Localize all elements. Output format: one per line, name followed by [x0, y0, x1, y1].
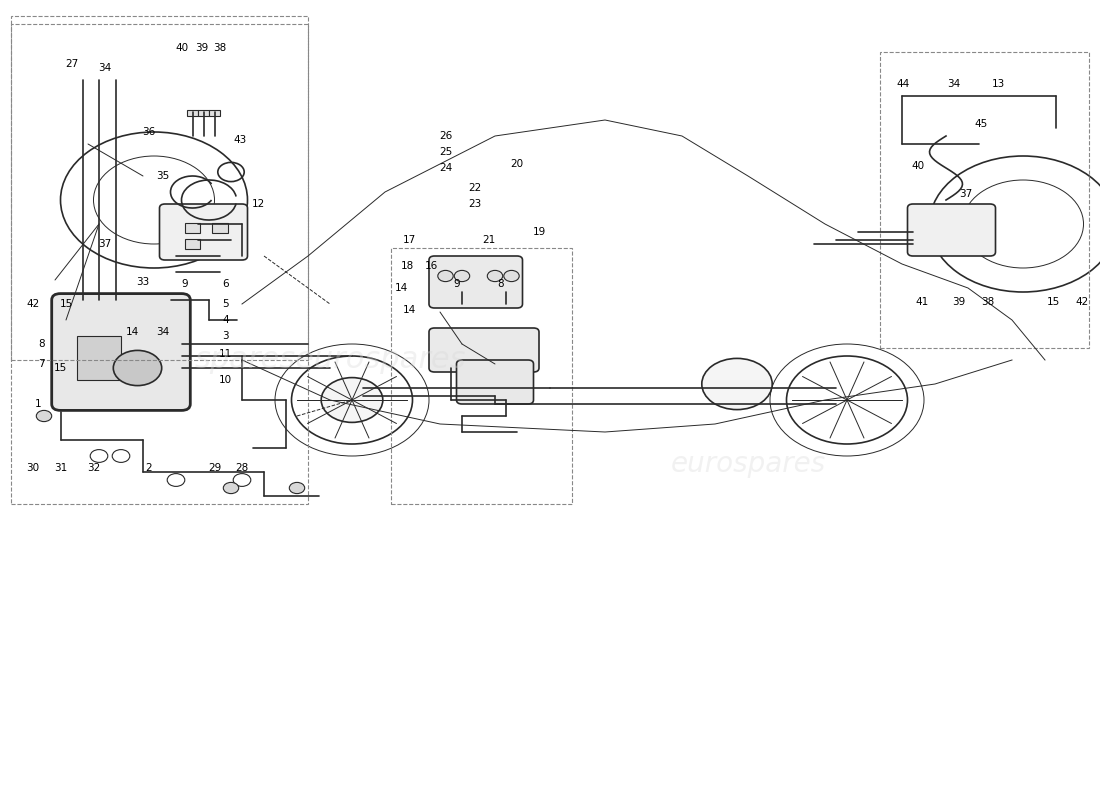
- Text: 35: 35: [156, 171, 169, 181]
- Text: 40: 40: [175, 43, 188, 53]
- Text: 12: 12: [252, 199, 265, 209]
- Text: 19: 19: [532, 227, 546, 237]
- Bar: [11, 16, 308, 360]
- Text: 14: 14: [125, 327, 139, 337]
- Text: 17: 17: [403, 235, 416, 245]
- Text: 45: 45: [975, 119, 988, 129]
- Text: 21: 21: [482, 235, 495, 245]
- Text: 23: 23: [469, 199, 482, 209]
- Circle shape: [454, 270, 470, 282]
- Text: 13: 13: [992, 79, 1005, 89]
- FancyBboxPatch shape: [52, 294, 190, 410]
- Bar: [880, 52, 1089, 348]
- Bar: [77, 336, 121, 380]
- Circle shape: [90, 450, 108, 462]
- Circle shape: [36, 410, 52, 422]
- Text: 18: 18: [400, 262, 414, 271]
- Text: 36: 36: [142, 127, 155, 137]
- Text: 15: 15: [1047, 297, 1060, 306]
- Circle shape: [233, 474, 251, 486]
- Bar: [187, 110, 198, 116]
- Text: 4: 4: [222, 315, 229, 325]
- Circle shape: [289, 482, 305, 494]
- Text: 9: 9: [182, 279, 188, 289]
- Text: 42: 42: [1076, 297, 1089, 306]
- Text: 42: 42: [26, 299, 40, 309]
- Text: 34: 34: [947, 79, 960, 89]
- Bar: [198, 110, 209, 116]
- Text: 16: 16: [425, 262, 438, 271]
- FancyBboxPatch shape: [160, 204, 248, 260]
- Text: 14: 14: [395, 283, 408, 293]
- Text: 8: 8: [497, 279, 504, 289]
- Text: 33: 33: [136, 277, 150, 286]
- Text: 15: 15: [54, 363, 67, 373]
- Text: 32: 32: [87, 463, 100, 473]
- Bar: [390, 248, 572, 504]
- Circle shape: [167, 474, 185, 486]
- Text: 15: 15: [59, 299, 73, 309]
- Bar: [11, 24, 308, 504]
- Text: 8: 8: [39, 339, 45, 349]
- Bar: [212, 223, 228, 233]
- Text: eurospares: eurospares: [670, 450, 826, 478]
- FancyBboxPatch shape: [456, 360, 534, 404]
- Text: 14: 14: [403, 305, 416, 314]
- Circle shape: [438, 270, 453, 282]
- Text: 1: 1: [35, 399, 42, 409]
- Text: 7: 7: [39, 359, 45, 369]
- Text: 10: 10: [219, 375, 232, 385]
- Text: 20: 20: [510, 159, 524, 169]
- Circle shape: [504, 270, 519, 282]
- Text: 26: 26: [439, 131, 452, 141]
- Text: 28: 28: [235, 463, 249, 473]
- Text: 44: 44: [896, 79, 910, 89]
- Text: 11: 11: [219, 349, 232, 358]
- Text: 40: 40: [912, 161, 925, 170]
- Text: 37: 37: [959, 189, 972, 198]
- Text: 34: 34: [156, 327, 169, 337]
- Text: 5: 5: [222, 299, 229, 309]
- Text: 38: 38: [981, 297, 994, 306]
- Text: 43: 43: [233, 135, 246, 145]
- Text: 24: 24: [439, 163, 452, 173]
- Text: 25: 25: [439, 147, 452, 157]
- Circle shape: [112, 450, 130, 462]
- Text: 2: 2: [145, 463, 152, 473]
- Text: 34: 34: [98, 63, 111, 73]
- Bar: [185, 239, 200, 249]
- Text: 39: 39: [195, 43, 208, 53]
- FancyBboxPatch shape: [429, 256, 522, 308]
- Circle shape: [702, 358, 772, 410]
- Circle shape: [321, 378, 383, 422]
- Circle shape: [487, 270, 503, 282]
- Text: 39: 39: [953, 297, 966, 306]
- FancyBboxPatch shape: [429, 328, 539, 372]
- Text: 27: 27: [65, 59, 78, 69]
- Text: 30: 30: [26, 463, 40, 473]
- Text: 41: 41: [915, 297, 928, 306]
- Text: 37: 37: [98, 239, 111, 249]
- Circle shape: [113, 350, 162, 386]
- Text: 29: 29: [208, 463, 221, 473]
- Text: 3: 3: [222, 331, 229, 341]
- Text: 9: 9: [453, 279, 460, 289]
- Text: 31: 31: [54, 463, 67, 473]
- Circle shape: [223, 482, 239, 494]
- Text: spareseurospares: spareseurospares: [195, 346, 465, 374]
- Text: 6: 6: [222, 279, 229, 289]
- Text: 22: 22: [469, 183, 482, 193]
- Bar: [185, 223, 200, 233]
- Bar: [209, 110, 220, 116]
- Text: 38: 38: [213, 43, 227, 53]
- FancyBboxPatch shape: [908, 204, 996, 256]
